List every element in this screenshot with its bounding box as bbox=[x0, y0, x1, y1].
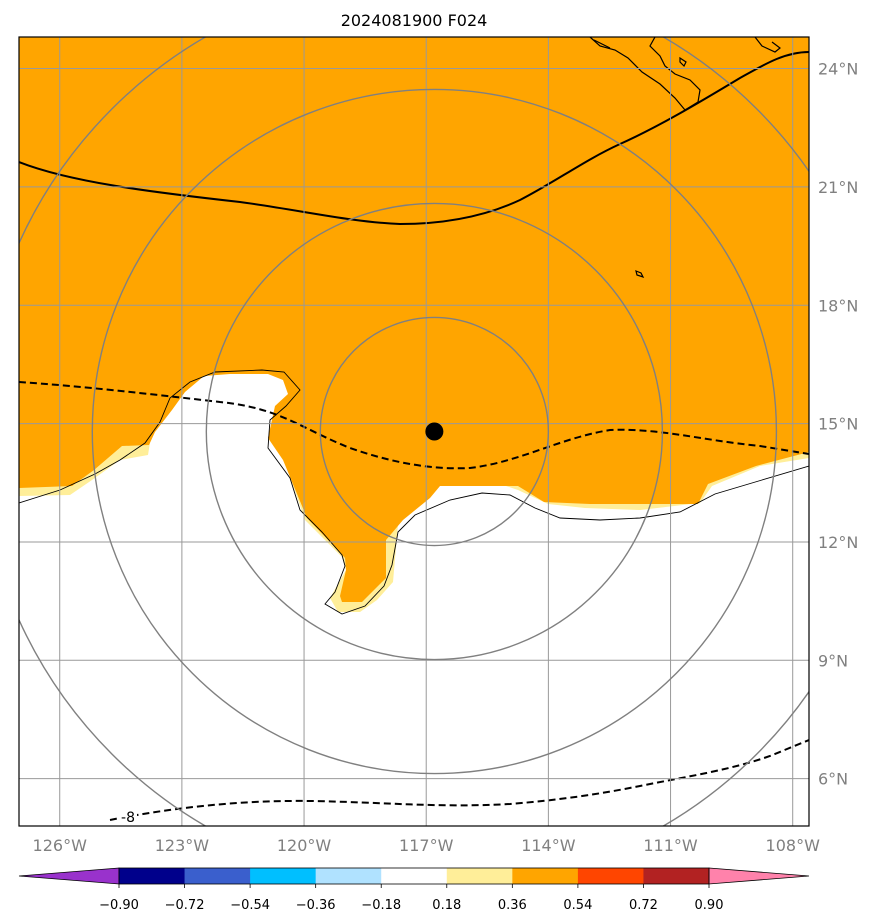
lat-tick-label: 12°N bbox=[818, 533, 858, 552]
map-panel: -8 bbox=[18, 36, 810, 827]
lon-tick-label: 117°W bbox=[399, 836, 454, 855]
lon-tick-label: 120°W bbox=[277, 836, 332, 855]
colorbar-label: 0.18 bbox=[432, 898, 461, 913]
lat-tick-label: 24°N bbox=[818, 60, 858, 79]
colorbar-extend-high bbox=[708, 867, 810, 885]
map-title: 2024081900 F024 bbox=[341, 11, 488, 30]
colorbar-label: −0.90 bbox=[99, 898, 139, 913]
colorbar-outline bbox=[118, 867, 710, 885]
contour-label-box bbox=[119, 808, 137, 824]
colorbar-segment bbox=[643, 868, 710, 884]
lat-tick-label: 6°N bbox=[818, 770, 848, 789]
range-ring bbox=[91, 88, 778, 775]
lon-tick-label: 123°W bbox=[155, 836, 210, 855]
colorbar-segment bbox=[250, 868, 317, 884]
colorbar-label: 0.54 bbox=[563, 898, 592, 913]
lat-tick-label: 9°N bbox=[818, 651, 848, 670]
colorbar-label: −0.36 bbox=[296, 898, 336, 913]
lat-tick-label: 18°N bbox=[818, 296, 858, 315]
map-frame bbox=[18, 36, 810, 827]
colorbar-segment bbox=[184, 868, 251, 884]
colorbar-label: −0.54 bbox=[230, 898, 270, 913]
colorbar-label: 0.90 bbox=[695, 898, 724, 913]
colorbar-segment bbox=[446, 868, 513, 884]
colorbar-segment bbox=[577, 868, 644, 884]
colorbar-segment bbox=[119, 868, 186, 884]
contour-label: -8 bbox=[121, 810, 135, 826]
island-baja-fragment bbox=[593, 39, 611, 49]
colorbar-label: 0.72 bbox=[629, 898, 658, 913]
colorbar-segment bbox=[315, 868, 382, 884]
storm-center-marker bbox=[425, 422, 444, 441]
colorbar-label: 0.36 bbox=[498, 898, 527, 913]
colorbar-segment bbox=[512, 868, 579, 884]
island-socorro bbox=[635, 270, 645, 279]
field-boundary-contour bbox=[19, 369, 809, 615]
dashed-isoline-upper bbox=[19, 381, 809, 470]
graticule bbox=[19, 37, 809, 826]
range-ring bbox=[319, 316, 550, 547]
colorbar-segment bbox=[381, 868, 448, 884]
island-small bbox=[679, 56, 687, 68]
lat-tick-label: 21°N bbox=[818, 178, 858, 197]
dashed-isoline-lower bbox=[109, 739, 809, 821]
latitude-labels: 24°N 21°N 18°N 15°N 12°N 9°N 6°N bbox=[818, 60, 858, 789]
range-rings bbox=[19, 37, 809, 826]
colorbar: −0.90 −0.72 −0.54 −0.36 −0.18 0.18 0.36 0.54 0.7… bbox=[18, 867, 810, 913]
lon-tick-label: 126°W bbox=[33, 836, 88, 855]
coastline-peninsula bbox=[754, 37, 781, 53]
lat-tick-label: 15°N bbox=[818, 415, 858, 434]
lon-tick-label: 111°W bbox=[643, 836, 698, 855]
colorbar-extend-low bbox=[18, 867, 120, 885]
colorbar-label: −0.18 bbox=[361, 898, 401, 913]
longitude-labels: 126°W 123°W 120°W 117°W 114°W 111°W 108°W bbox=[33, 836, 821, 855]
colorbar-label: −0.72 bbox=[165, 898, 205, 913]
range-ring bbox=[205, 202, 664, 661]
lon-tick-label: 114°W bbox=[521, 836, 576, 855]
lon-tick-label: 108°W bbox=[766, 836, 821, 855]
